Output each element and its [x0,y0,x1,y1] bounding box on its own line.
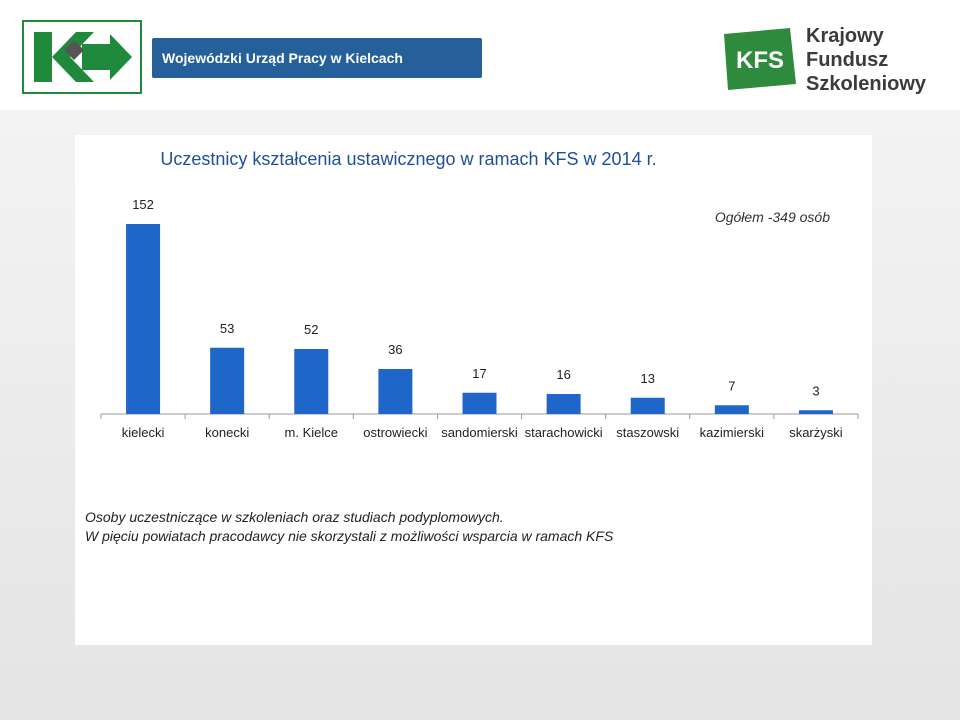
category-label-5: starachowicki [525,425,603,440]
category-label-8: skarżyski [789,425,843,440]
data-label-6: 13 [640,371,654,386]
kfs-name-line-1: Krajowy [806,25,884,47]
category-label-7: kazimierski [700,425,764,440]
bar-6 [630,397,665,414]
bar-5 [546,394,581,414]
header-bar: Wojewódzki Urząd Pracy w Kielcach KFS Kr… [0,0,960,110]
bar-2 [294,349,329,414]
bar-8 [798,410,833,414]
kfs-logo: KFS [720,26,800,92]
data-label-0: 152 [132,197,154,212]
note-line-1: Osoby uczestniczące w szkoleniach oraz s… [85,509,504,525]
category-label-1: konecki [205,425,249,440]
bar-1 [210,347,245,414]
total-annotation: Ogółem -349 osób [714,209,830,225]
data-label-3: 36 [388,342,402,357]
data-label-8: 3 [812,383,819,398]
notes: Osoby uczestniczące w szkoleniach oraz s… [85,508,845,546]
kfs-name-line-3: Szkoleniowy [806,73,927,95]
bar-0 [126,224,161,414]
bar-4 [462,392,497,414]
bar-7 [714,405,749,414]
bar-3 [378,369,413,414]
data-label-1: 53 [220,321,234,336]
data-label-4: 17 [472,366,486,381]
category-label-3: ostrowiecki [363,425,427,440]
category-label-0: kielecki [122,425,165,440]
bar-chart: 152 kielecki 53 konecki 52 m. Kielce 36 ostrowi… [100,197,859,440]
kfs-logo-text: KFS [736,47,784,74]
wup-logo [22,20,142,94]
category-label-2: m. Kielce [285,425,338,440]
data-label-7: 7 [728,378,735,393]
note-line-2: W pięciu powiatach pracodawcy nie skorzy… [85,528,614,544]
kfs-name-line-2: Fundusz [806,49,889,71]
kfs-name: Krajowy Fundusz Szkoleniowy [806,24,956,96]
data-label-5: 16 [556,367,570,382]
category-label-6: staszowski [616,425,679,440]
chart-panel: Uczestnicy kształcenia ustawicznego w ra… [75,135,872,645]
category-label-4: sandomierski [441,425,518,440]
wup-name: Wojewódzki Urząd Pracy w Kielcach [152,38,482,78]
data-label-2: 52 [304,322,318,337]
chart-title: Uczestnicy kształcenia ustawicznego w ra… [160,149,657,169]
